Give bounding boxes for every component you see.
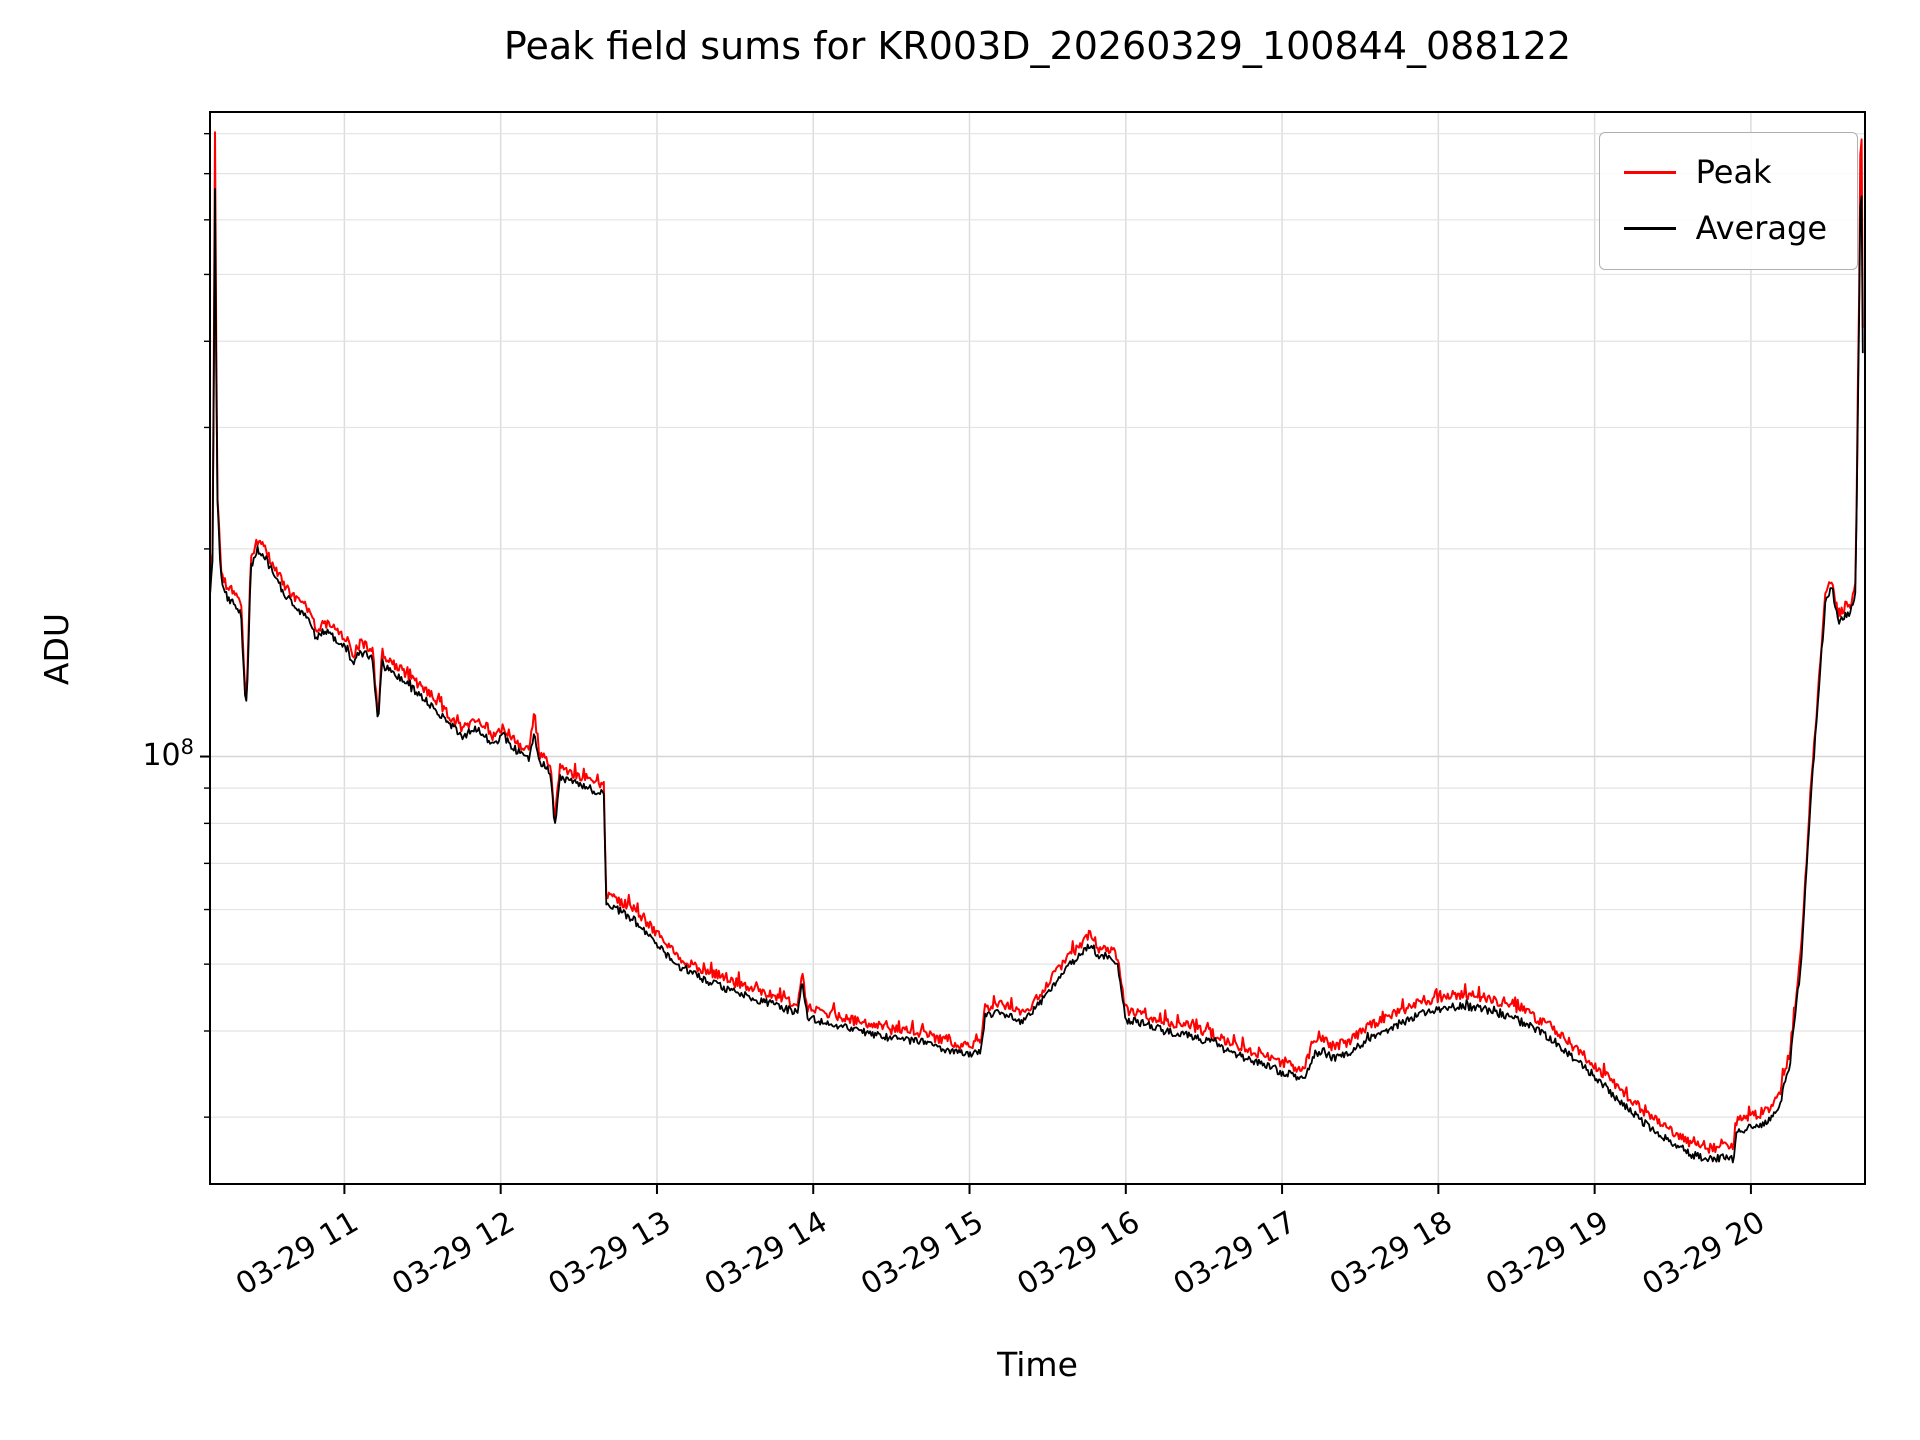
- legend-label-average: Average: [1695, 209, 1827, 247]
- axes-frame: [209, 111, 1866, 1185]
- chart-title: Peak field sums for KR003D_20260329_1008…: [503, 24, 1572, 68]
- y-tick-label: 108: [78, 735, 194, 774]
- x-tick-label: 03-29 18: [1324, 1205, 1458, 1303]
- peak-line-swatch: [1623, 170, 1676, 174]
- x-tick-label: 03-29 11: [230, 1205, 364, 1303]
- legend-label-peak: Peak: [1695, 153, 1772, 191]
- series-average-line: [210, 187, 1864, 1164]
- x-tick-label: 03-29 17: [1168, 1205, 1302, 1303]
- grid: [210, 112, 1865, 1184]
- x-tick-label: 03-29 20: [1637, 1205, 1771, 1303]
- legend-item-peak: Peak: [1623, 153, 1827, 191]
- x-tick-label: 03-29 15: [855, 1205, 989, 1303]
- legend-item-average: Average: [1623, 209, 1827, 247]
- x-tick-label: 03-29 16: [1011, 1205, 1145, 1303]
- legend: Peak Average: [1598, 132, 1858, 270]
- x-tick-label: 03-29 13: [543, 1205, 677, 1303]
- x-axis-label: Time: [997, 1345, 1078, 1384]
- x-tick-label: 03-29 12: [386, 1205, 520, 1303]
- y-axis-label: ADU: [37, 612, 76, 686]
- series-peak-line: [210, 131, 1864, 1154]
- y-tick-base: 10: [142, 738, 181, 773]
- series-group: [210, 131, 1864, 1164]
- x-tick-label: 03-29 14: [699, 1205, 833, 1303]
- average-line-swatch: [1623, 226, 1676, 230]
- y-tick-exponent: 8: [180, 735, 194, 759]
- x-tick-label: 03-29 19: [1480, 1205, 1614, 1303]
